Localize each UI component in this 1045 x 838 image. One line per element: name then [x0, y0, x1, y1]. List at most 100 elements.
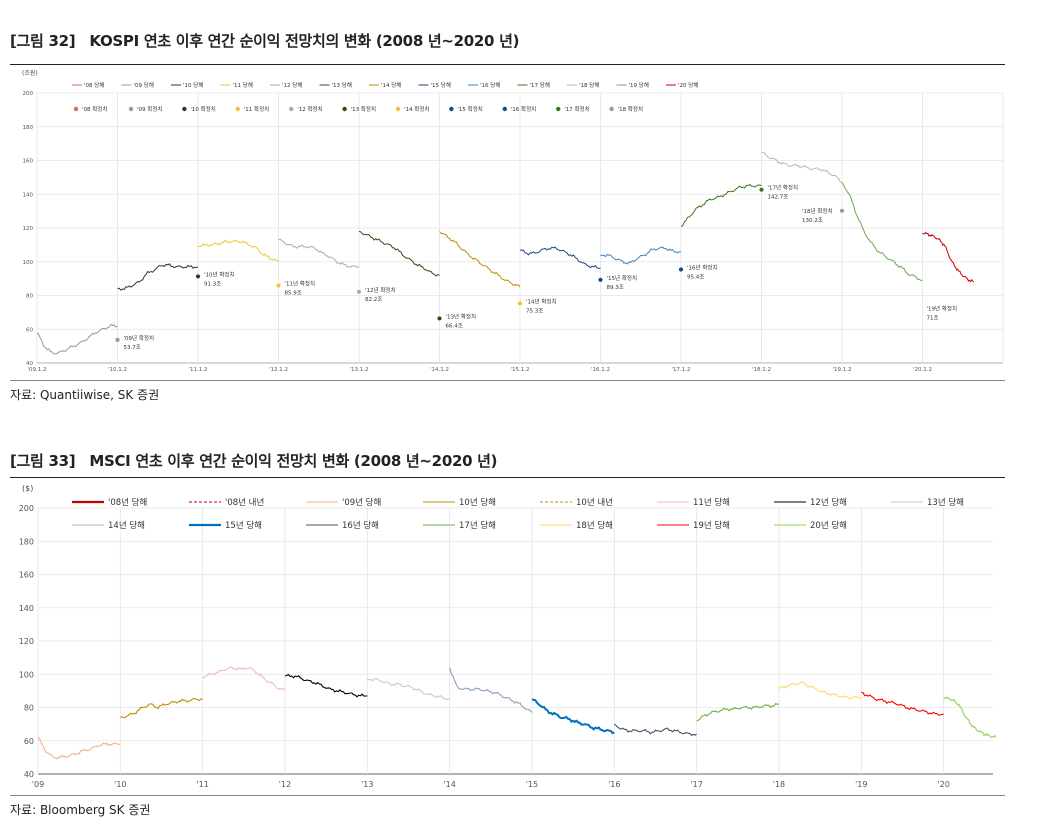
series-line-19 [861, 691, 944, 716]
legend-marker-dot [342, 106, 347, 112]
legend-label: 15년 당해 [225, 520, 262, 531]
legend-marker-dot [556, 106, 561, 112]
final-value-name: '13년 확정치 [446, 312, 477, 320]
x-tick-label: '18.1.2 [752, 367, 771, 373]
x-tick-label: '17.1.2 [671, 367, 690, 373]
figure-32-title: [그림 32] KOSPI 연초 이후 연간 순이익 전망치의 변화 (2008 … [10, 30, 519, 51]
y-tick-label: 80 [24, 704, 34, 713]
figure-32-title-text: KOSPI 연초 이후 연간 순이익 전망치의 변화 (2008 년~2020 … [89, 32, 520, 50]
y-tick-label: 100 [23, 260, 34, 266]
series-line-19 [841, 182, 923, 282]
legend-line-label: '08 당해 [84, 81, 104, 89]
legend-marker-label: '10 확정치 [190, 105, 215, 113]
final-value-amount: 53.7조 [124, 344, 141, 351]
final-value-amount: 142.7조 [768, 194, 789, 201]
legend-label: '08년 내년 [225, 497, 264, 508]
legend-marker-label: '09 확정치 [137, 105, 162, 113]
final-value-amount: 130.2조 [802, 217, 823, 224]
legend-label: 20년 당해 [810, 520, 847, 531]
figure-33-number: [그림 33] [10, 452, 76, 470]
final-value-marker [114, 337, 121, 343]
legend-marker-label: '16 확정치 [511, 105, 536, 113]
final-value-amount: 71조 [927, 315, 939, 322]
y-tick-label: 180 [23, 125, 34, 131]
final-value-amount: 89.3조 [607, 284, 624, 291]
y-tick-label: 40 [26, 361, 33, 367]
series-line-17 [680, 183, 762, 227]
final-value-marker [517, 300, 523, 307]
legend-label: 13년 당해 [927, 497, 964, 508]
legend-line-label: '18 당해 [579, 81, 599, 89]
figure-33-title-text: MSCI 연초 이후 연간 순이익 전망치 변화 (2008 년~2020 년) [89, 452, 498, 470]
figure-32-number: [그림 32] [10, 32, 76, 50]
series-line-09 [37, 736, 121, 760]
y-tick-label: 140 [19, 604, 34, 613]
final-value-name: '14년 확정치 [526, 297, 557, 305]
y-tick-label: 120 [19, 637, 34, 646]
figure-33-source: 자료: Bloomberg SK 증권 [10, 803, 151, 817]
x-tick-label: '20 [937, 780, 949, 789]
y-unit-label: ($) [22, 484, 33, 493]
series-line-17 [696, 702, 779, 722]
x-tick-label: '18 [773, 780, 785, 789]
legend-marker-dot [395, 106, 401, 112]
final-value-marker [678, 266, 684, 273]
legend-marker-dot [502, 106, 507, 112]
final-value-name: '16년 확정치 [687, 264, 718, 272]
legend-label: 12년 당해 [810, 497, 847, 508]
final-value-marker [356, 289, 362, 295]
legend-label: 10년 내년 [576, 497, 613, 508]
legend-marker-dot [73, 106, 79, 112]
legend-label: '08년 당해 [108, 497, 147, 508]
y-tick-label: 140 [23, 192, 34, 198]
series-line-09 [36, 323, 118, 355]
legend-marker-label: '12 확정치 [297, 105, 322, 113]
final-value-marker [597, 277, 604, 283]
msci-earnings-chart: ($) 40 60 80 100 120 140 160 180 200 '09 '10 '11 '12 '… [19, 484, 997, 789]
legend-marker-label: '14 확정치 [404, 105, 429, 113]
x-tick-label: '14.1.2 [430, 367, 449, 373]
x-tick-label: '15 [526, 780, 538, 789]
figure-32-source: 자료: Quantiiwise, SK 증권 [10, 388, 160, 402]
legend-marker-dot [182, 106, 187, 112]
legend-line-label: '19 당해 [629, 81, 649, 89]
final-value-amount: 95.4조 [687, 274, 704, 281]
final-value-marker [275, 282, 282, 289]
figure-33-bottom-rule [10, 795, 1005, 796]
legend-line-label: '20 당해 [678, 81, 698, 89]
y-tick-label: 200 [19, 504, 34, 513]
figure-33-top-rule [10, 477, 1005, 478]
legend-label: 19년 당해 [693, 520, 730, 531]
y-tick-label: 60 [24, 737, 34, 746]
x-tick-label: '10.1.2 [108, 367, 127, 373]
x-tick-label: '09 [32, 780, 44, 789]
x-tick-label: '19.1.2 [832, 367, 851, 373]
y-tick-label: 100 [19, 670, 34, 679]
series-line-12 [278, 238, 360, 268]
series-line-15 [519, 246, 601, 269]
final-value-name: '09년 확정치 [124, 334, 155, 342]
legend-label: 16년 당해 [342, 520, 379, 531]
final-value-amount: 82.2조 [365, 296, 382, 303]
legend-marker-dot [449, 106, 454, 112]
y-tick-label: 40 [24, 770, 34, 779]
final-value-name: '19년 확정치 [927, 305, 958, 313]
legend-marker-label: '08 확정치 [82, 105, 107, 113]
final-value-amount: 66.4조 [446, 322, 463, 329]
legend-line-label: '14 당해 [381, 81, 401, 89]
final-value-name: '11년 확정치 [285, 280, 316, 288]
legend-marker-label: '13 확정치 [351, 105, 376, 113]
series-line-18 [778, 681, 862, 700]
series-line-15 [531, 698, 615, 735]
legend-line-label: '16 당해 [480, 81, 500, 89]
series-line-13 [367, 677, 450, 701]
legend-marker-label: '11 확정치 [244, 105, 269, 113]
final-value-marker [839, 208, 845, 214]
x-tick-label: '17 [690, 780, 702, 789]
final-value-name: '12년 확정치 [365, 286, 396, 294]
legend-marker-label: '15 확정치 [457, 105, 482, 113]
legend-line-label: '17 당해 [530, 81, 550, 89]
kospi-earnings-chart: (조원) 40 60 80 100 120 140 160 180 200 '09.1.2 '10.1… [22, 69, 1004, 373]
y-unit-label: (조원) [22, 69, 38, 77]
x-tick-label: '09.1.2 [27, 367, 46, 373]
